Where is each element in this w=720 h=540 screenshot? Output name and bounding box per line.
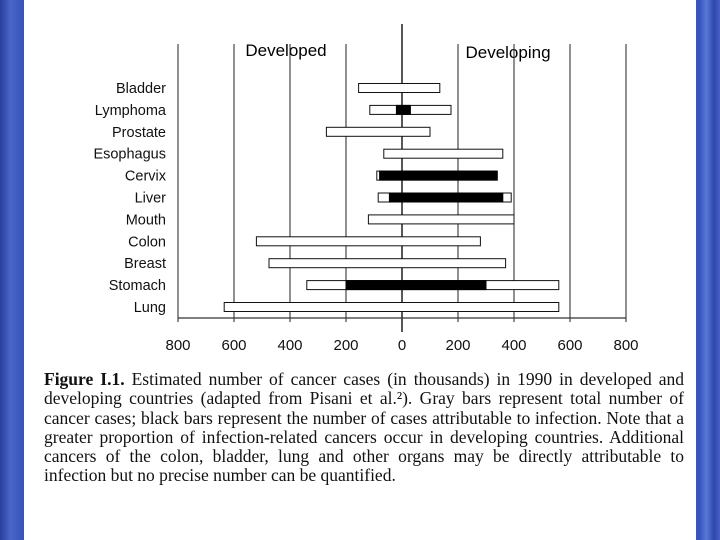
category-label: Stomach <box>109 278 166 294</box>
category-label: Esophagus <box>93 147 166 163</box>
tick-label: 400 <box>501 337 526 354</box>
tick-label: 200 <box>333 337 358 354</box>
caption-label: Figure I.1. <box>44 369 125 389</box>
infection-bar <box>379 170 498 181</box>
category-label: Prostate <box>112 125 166 141</box>
category-label: Breast <box>124 256 166 272</box>
category-label: Lung <box>134 300 166 316</box>
category-label: Bladder <box>116 81 166 97</box>
total-bar <box>255 236 481 247</box>
total-bar <box>358 83 441 93</box>
total-bar <box>268 258 507 269</box>
category-label: Colon <box>128 234 166 250</box>
category-label: Mouth <box>126 212 166 228</box>
total-bar <box>223 302 560 312</box>
total-bar <box>367 214 515 225</box>
infection-bar <box>395 104 411 115</box>
tick-label: 400 <box>277 337 302 354</box>
total-bar <box>325 126 431 137</box>
tick-label: 600 <box>221 337 246 354</box>
tick-label: 600 <box>557 337 582 354</box>
total-bar <box>383 148 504 159</box>
category-label: Lymphoma <box>95 103 167 119</box>
developed-label: Developed <box>245 41 326 60</box>
figure-caption: Figure I.1. Estimated number of cancer c… <box>44 369 684 486</box>
developing-label: Developing <box>465 43 550 62</box>
category-label: Liver <box>135 191 167 207</box>
tick-label: 0 <box>398 337 406 354</box>
caption-text: Estimated number of cancer cases (in tho… <box>44 369 684 486</box>
category-label: Cervix <box>125 169 167 185</box>
infection-bar <box>388 192 504 203</box>
tick-label: 800 <box>165 337 190 354</box>
tick-label: 800 <box>613 337 638 354</box>
infection-bar <box>345 280 487 291</box>
tick-label: 200 <box>445 337 470 354</box>
